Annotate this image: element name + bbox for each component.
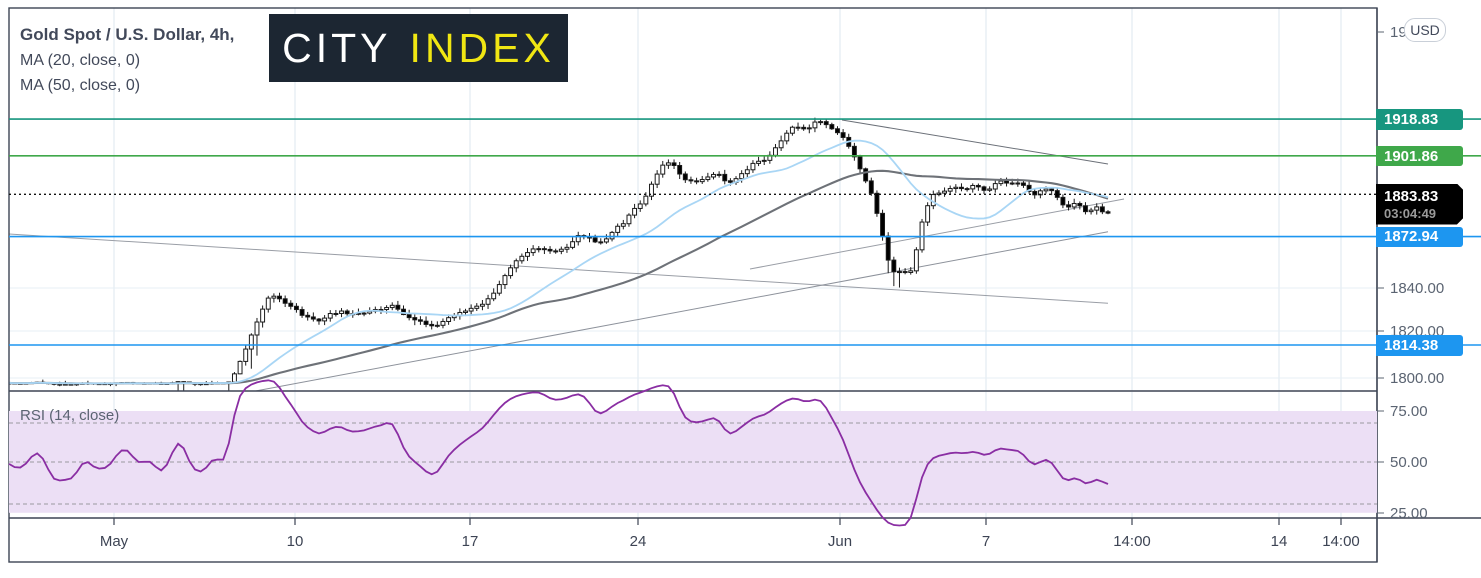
svg-text:24: 24	[630, 533, 647, 550]
svg-text:Jun: Jun	[828, 533, 852, 550]
svg-text:RSI (14, close): RSI (14, close)	[20, 407, 119, 424]
svg-text:MA (50, close, 0): MA (50, close, 0)	[20, 77, 140, 94]
svg-text:1800.00: 1800.00	[1390, 370, 1444, 387]
svg-text:14:00: 14:00	[1113, 533, 1151, 550]
svg-text:1840.00: 1840.00	[1390, 280, 1444, 297]
svg-text:14: 14	[1271, 533, 1288, 550]
svg-text:May: May	[100, 533, 129, 550]
svg-text:10: 10	[287, 533, 304, 550]
svg-text:Gold Spot / U.S. Dollar, 4h,: Gold Spot / U.S. Dollar, 4h,	[20, 25, 234, 44]
svg-text:75.00: 75.00	[1390, 403, 1428, 420]
svg-text:17: 17	[462, 533, 479, 550]
svg-text:14:00: 14:00	[1322, 533, 1360, 550]
svg-text:MA (20, close, 0): MA (20, close, 0)	[20, 52, 140, 69]
svg-text:50.00: 50.00	[1390, 454, 1428, 471]
svg-text:7: 7	[982, 533, 990, 550]
svg-text:25.00: 25.00	[1390, 505, 1428, 522]
